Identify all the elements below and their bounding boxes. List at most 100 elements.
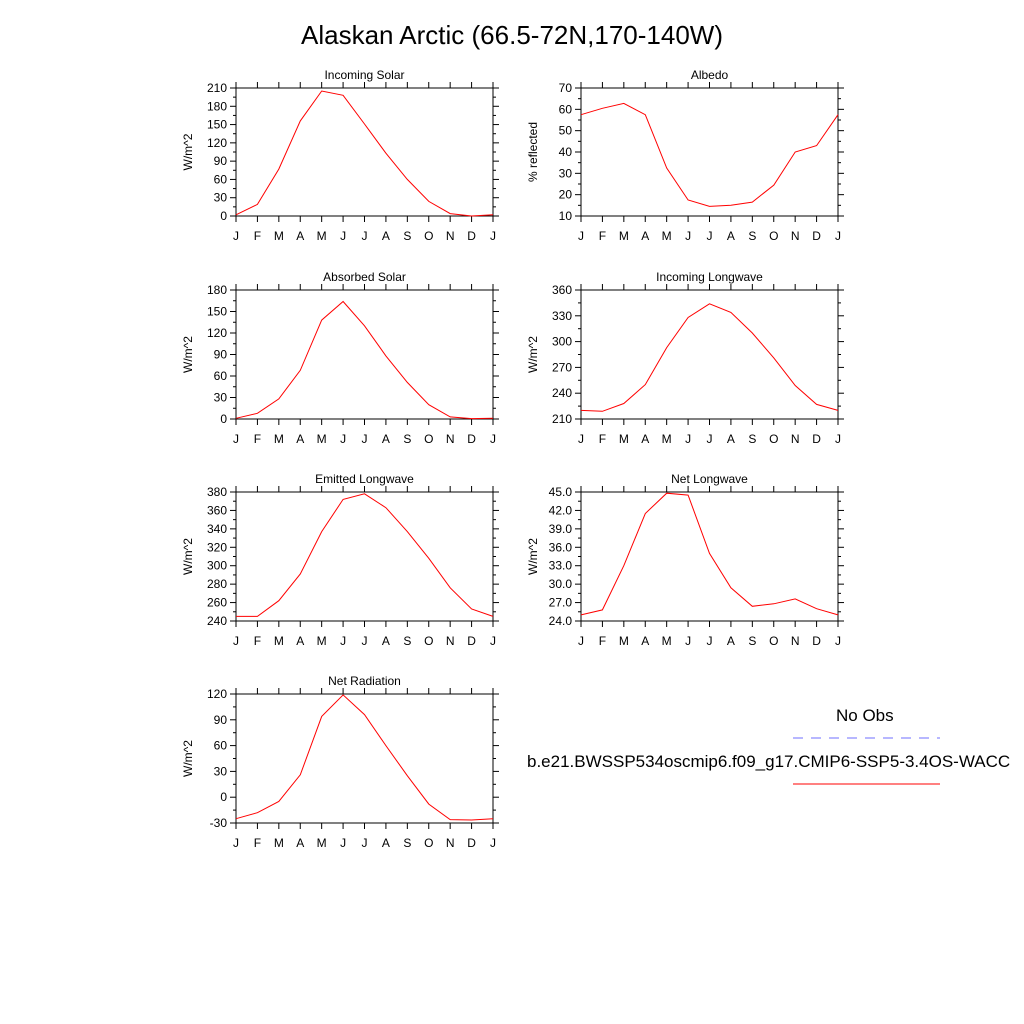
y-tick-label: 30 [214, 391, 228, 405]
x-tick-label: J [578, 634, 584, 648]
x-tick-label: N [446, 229, 455, 243]
x-tick-label: M [317, 634, 327, 648]
x-tick-label: J [685, 229, 691, 243]
series-line-absorbed-solar [235, 300, 494, 420]
x-tick-label: M [274, 836, 284, 850]
panel-incoming-solar: Incoming Solar W/m^2 0 30 60 90 120 150 180 210 J F… [181, 68, 499, 243]
y-tick-label: 30.0 [549, 577, 573, 591]
x-tick-label: M [274, 432, 284, 446]
y-tick-label: 24.0 [549, 614, 573, 628]
x-tick-label: J [490, 836, 496, 850]
y-tick-label: 330 [552, 309, 572, 323]
x-tick-label: S [403, 432, 411, 446]
x-tick-label: J [490, 229, 496, 243]
y-axis-label: W/m^2 [181, 133, 195, 170]
x-tick-label: M [619, 432, 629, 446]
y-tick-label: 120 [207, 326, 227, 340]
plot-frame [580, 87, 839, 217]
series-line-net-radiation [235, 694, 494, 821]
x-tick-label: M [317, 229, 327, 243]
y-tick-label: 380 [207, 485, 227, 499]
x-tick-label: S [748, 432, 756, 446]
y-tick-label: 150 [207, 118, 227, 132]
x-tick-label: A [641, 634, 649, 648]
x-tick-label: J [233, 836, 239, 850]
x-tick-label: A [382, 634, 390, 648]
x-tick-label: J [707, 634, 713, 648]
y-tick-label: 30 [559, 166, 573, 180]
y-tick-label: 240 [552, 386, 572, 400]
y-tick-label: 280 [207, 577, 227, 591]
series-line-net-longwave [580, 492, 839, 616]
x-tick-label: J [362, 836, 368, 850]
x-tick-label: J [835, 634, 841, 648]
x-tick-label: O [769, 634, 778, 648]
y-tick-label: 30 [214, 191, 228, 205]
x-tick-label: F [599, 634, 606, 648]
x-tick-label: O [769, 229, 778, 243]
panel-incoming-longwave: Incoming Longwave W/m^2 210 240 270 300 330 360… [526, 270, 844, 446]
y-tick-label: 0 [220, 790, 227, 804]
y-tick-label: 90 [214, 713, 228, 727]
y-tick-label: 260 [207, 596, 227, 610]
y-tick-label: 40 [559, 145, 573, 159]
y-tick-label: 0 [220, 412, 227, 426]
x-tick-label: J [362, 229, 368, 243]
y-tick-label: 60 [214, 369, 228, 383]
y-tick-label: 150 [207, 305, 227, 319]
x-tick-label: A [296, 836, 304, 850]
y-tick-label: 90 [214, 348, 228, 362]
x-tick-label: A [382, 836, 390, 850]
x-tick-label: D [467, 432, 476, 446]
x-tick-label: N [446, 836, 455, 850]
x-tick-label: M [274, 229, 284, 243]
series-line-incoming-longwave [580, 303, 839, 412]
y-axis-label: W/m^2 [526, 538, 540, 575]
series-line-albedo [580, 102, 839, 207]
legend-lines [793, 737, 940, 785]
y-tick-label: 240 [207, 614, 227, 628]
y-tick-label: 120 [207, 136, 227, 150]
y-tick-label: 180 [207, 99, 227, 113]
x-tick-label: N [791, 634, 800, 648]
x-tick-label: N [791, 432, 800, 446]
legend-obs-label: No Obs [836, 706, 894, 725]
x-tick-label: J [233, 432, 239, 446]
x-tick-label: J [340, 836, 346, 850]
x-tick-label: M [619, 229, 629, 243]
x-tick-label: J [578, 229, 584, 243]
x-tick-label: O [424, 634, 433, 648]
panel-title-albedo: Albedo [691, 68, 729, 82]
x-tick-label: S [748, 634, 756, 648]
y-tick-label: 10 [559, 209, 573, 223]
x-tick-label: J [578, 432, 584, 446]
y-tick-label: 120 [207, 687, 227, 701]
series-line-incoming-solar [235, 90, 494, 217]
x-tick-label: J [685, 432, 691, 446]
x-tick-label: J [490, 634, 496, 648]
y-tick-label: 27.0 [549, 596, 573, 610]
panel-title-emitted-longwave: Emitted Longwave [315, 472, 414, 486]
x-tick-label: A [296, 432, 304, 446]
y-tick-label: 39.0 [549, 522, 573, 536]
x-tick-label: A [382, 229, 390, 243]
y-tick-label: 36.0 [549, 540, 573, 554]
x-tick-label: M [662, 634, 672, 648]
y-tick-label: 360 [552, 283, 572, 297]
x-tick-label: S [403, 229, 411, 243]
panel-emitted-longwave: Emitted Longwave W/m^2 240 260 280 300 320 340 3… [181, 472, 499, 648]
x-tick-label: J [362, 634, 368, 648]
x-tick-label: F [254, 634, 261, 648]
panel-title-net-radiation: Net Radiation [328, 674, 401, 688]
x-tick-label: M [662, 432, 672, 446]
y-axis-label: W/m^2 [181, 336, 195, 373]
y-tick-label: 90 [214, 154, 228, 168]
panel-title-incoming-solar: Incoming Solar [324, 68, 404, 82]
x-tick-label: J [490, 432, 496, 446]
y-tick-label: 320 [207, 540, 227, 554]
x-tick-label: S [403, 836, 411, 850]
series-line-emitted-longwave [236, 493, 494, 617]
